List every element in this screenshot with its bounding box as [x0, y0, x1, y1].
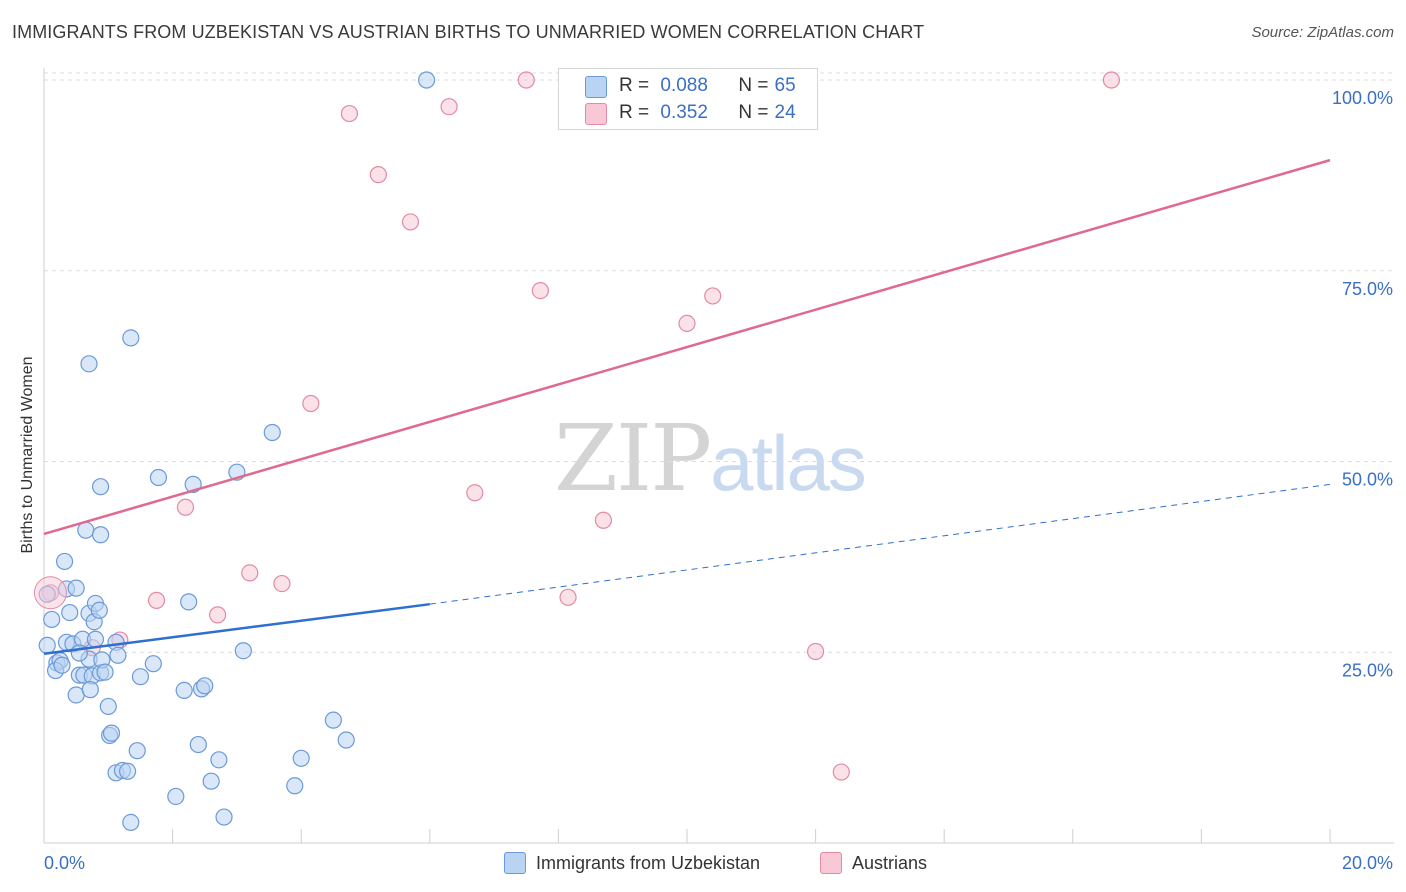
legend-label-uzbekistan: Immigrants from Uzbekistan — [536, 852, 761, 873]
austrians-point — [209, 606, 227, 624]
y-tick-label: 50.0% — [1342, 470, 1393, 490]
uzbekistan-point — [102, 724, 121, 742]
austrians-point — [273, 574, 291, 593]
austrians-point — [302, 394, 320, 413]
legend-n-label: N = — [738, 102, 769, 123]
uzbekistan-point — [128, 742, 146, 760]
uzbekistan-point — [189, 735, 207, 754]
legend-r-value: 0.088 — [660, 75, 708, 96]
watermark: ZIPatlas — [554, 405, 867, 512]
austrians-point — [1102, 71, 1120, 89]
austrians-point — [594, 511, 613, 529]
austrians-point — [440, 98, 458, 116]
austrians-point — [176, 498, 195, 516]
legend-label-austrians: Austrians — [852, 852, 928, 873]
uzbekistan-point — [175, 681, 193, 700]
uzbekistan-point — [55, 552, 74, 571]
uzbekistan-point — [91, 478, 110, 496]
uzbekistan-point — [180, 593, 198, 611]
watermark-zip: ZIP — [554, 405, 712, 512]
legend-n-value: 65 — [774, 75, 796, 96]
correlation-legend: R = 0.088 N = 65 R = 0.352 N = 24 — [558, 68, 818, 130]
uzbekistan-point — [122, 813, 140, 831]
austrians-point — [33, 576, 67, 610]
x-tick-label: 0.0% — [44, 853, 85, 873]
uzbekistan-point — [80, 355, 98, 373]
uzbekistan-trend-line — [43, 602, 430, 656]
austrians-point — [832, 763, 850, 781]
uzbekistan-trend-extension — [429, 483, 1331, 605]
austrians-point — [466, 484, 484, 502]
austrians-point — [559, 588, 577, 606]
legend-item-austrians: Austrians — [820, 852, 927, 874]
source-label: Source: ZipAtlas.com — [1251, 24, 1394, 41]
legend-item-uzbekistan: Immigrants from Uzbekistan — [504, 852, 760, 874]
watermark-atlas: atlas — [710, 419, 867, 507]
y-tick-label: 25.0% — [1342, 660, 1393, 680]
austrians-point — [517, 71, 535, 89]
uzbekistan-point — [215, 808, 233, 826]
y-tick-label: 100.0% — [1332, 88, 1393, 108]
uzbekistan-point — [337, 731, 355, 749]
uzbekistan-point — [86, 630, 105, 648]
uzbekistan-point — [81, 681, 99, 699]
austrians-point — [704, 287, 722, 305]
uzbekistan-point — [210, 751, 228, 769]
legend-r-label: R = — [619, 75, 650, 96]
uzbekistan-point — [43, 610, 61, 629]
legend-swatch-blue — [504, 852, 526, 874]
legend-swatch-blue — [585, 76, 607, 98]
uzbekistan-point — [286, 777, 304, 795]
legend-r-value: 0.352 — [660, 102, 708, 123]
chart-title: IMMIGRANTS FROM UZBEKISTAN VS AUSTRIAN B… — [12, 22, 925, 42]
uzbekistan-point — [202, 772, 220, 790]
uzbekistan-point — [417, 71, 436, 89]
uzbekistan-point — [109, 646, 127, 664]
uzbekistan-point — [118, 762, 137, 780]
uzbekistan-point — [324, 711, 342, 729]
austrians-point — [678, 314, 696, 332]
uzbekistan-point — [53, 656, 71, 674]
legend-n-label: N = — [738, 75, 769, 96]
uzbekistan-point — [96, 663, 114, 681]
uzbekistan-point — [99, 697, 117, 716]
uzbekistan-point — [61, 603, 79, 622]
legend-row-blue: R = 0.088 N = 65 — [619, 73, 796, 99]
austrians-point — [369, 166, 387, 184]
uzbekistan-point — [144, 655, 162, 673]
uzbekistan-point — [122, 329, 140, 347]
legend-swatch-pink — [820, 852, 842, 874]
legend-row-pink: R = 0.352 N = 24 — [619, 100, 796, 126]
uzbekistan-point — [131, 668, 150, 686]
uzbekistan-point — [38, 636, 56, 654]
uzbekistan-point — [90, 601, 108, 619]
y-tick-label: 75.0% — [1342, 279, 1393, 299]
austrians-trend-line — [43, 158, 1331, 536]
uzbekistan-point — [292, 749, 310, 767]
austrians-point — [401, 213, 420, 231]
austrians-point — [340, 104, 359, 123]
uzbekistan-point — [91, 526, 110, 544]
austrians-point — [806, 642, 825, 661]
legend-n-value: 24 — [774, 102, 796, 123]
uzbekistan-point — [234, 642, 252, 660]
austrians-point — [241, 564, 259, 582]
uzbekistan-point — [196, 677, 214, 695]
legend-swatch-pink — [585, 103, 607, 125]
x-tick-label: 20.0% — [1342, 853, 1393, 873]
uzbekistan-point — [149, 468, 168, 487]
uzbekistan-point — [67, 579, 85, 597]
austrians-point — [147, 591, 166, 609]
uzbekistan-point — [167, 787, 185, 806]
austrians-point — [531, 281, 549, 300]
legend-r-label: R = — [619, 102, 650, 123]
uzbekistan-point — [263, 423, 281, 442]
